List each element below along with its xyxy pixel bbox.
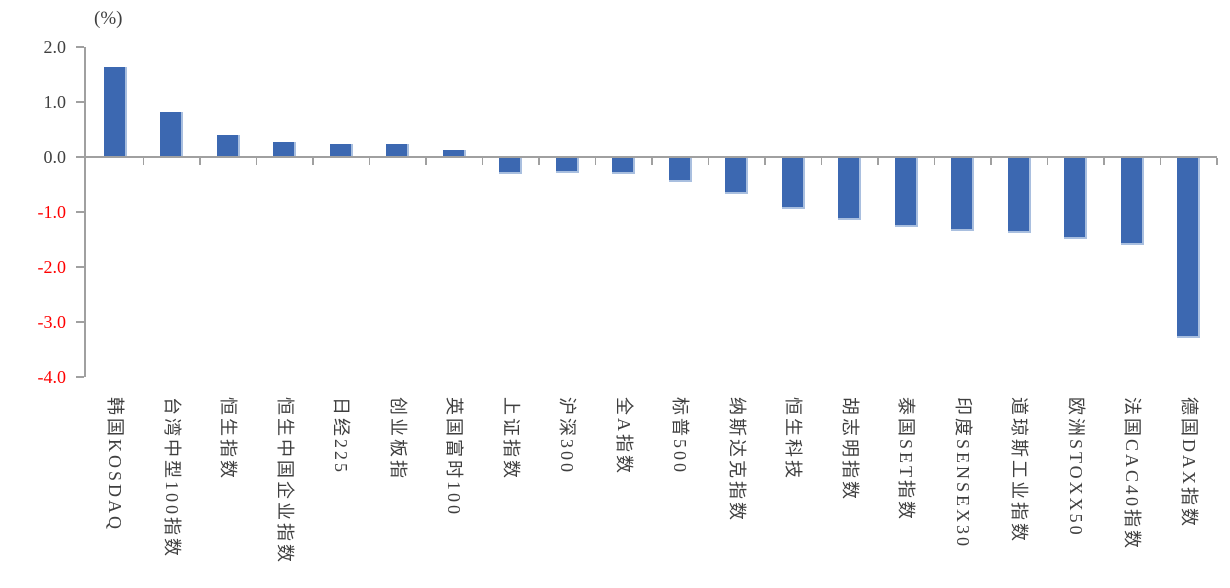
x-axis-tick — [481, 158, 483, 165]
bar-纳斯达克指数 — [725, 158, 749, 194]
x-category-label: 创业板指 — [387, 397, 408, 481]
x-category-label: 日经225 — [331, 397, 352, 475]
bar-胡志明指数 — [838, 158, 862, 220]
x-axis-tick — [368, 158, 370, 165]
x-category-label: 韩国KOSDAQ — [105, 397, 126, 533]
bar-恒生中国企业指数 — [273, 142, 297, 157]
x-category-label: 英国富时100 — [444, 397, 465, 517]
x-category-label: 上证指数 — [500, 397, 521, 481]
x-category-label: 纳斯达克指数 — [726, 397, 747, 523]
x-category-label: 胡志明指数 — [839, 397, 860, 502]
y-axis-tick — [75, 46, 84, 48]
x-axis-tick — [1046, 158, 1048, 165]
bar-泰国SET指数 — [894, 158, 918, 228]
x-category-label: 印度SENSEX30 — [952, 397, 973, 550]
x-axis-tick — [933, 158, 935, 165]
x-axis-tick — [199, 158, 201, 165]
bar-英国富时100 — [442, 149, 466, 157]
x-axis-tick — [1159, 158, 1161, 165]
x-axis-tick — [877, 158, 879, 165]
y-tick-label: -3.0 — [37, 312, 67, 332]
x-category-label: 标普500 — [670, 397, 691, 475]
bar-上证指数 — [499, 158, 523, 174]
y-tick-label: 0.0 — [43, 147, 67, 167]
y-axis-tick — [75, 266, 84, 268]
x-category-label: 法国CAC40指数 — [1122, 397, 1143, 552]
x-category-label: 泰国SET指数 — [896, 397, 917, 523]
y-axis-tick — [75, 321, 84, 323]
x-axis-tick — [255, 158, 257, 165]
x-category-label: 欧洲STOXX50 — [1065, 397, 1086, 538]
bar-恒生科技 — [781, 158, 805, 209]
y-axis-tick — [75, 156, 84, 158]
y-tick-label: -1.0 — [37, 202, 67, 222]
x-axis-tick — [538, 158, 540, 165]
bar-德国DAX指数 — [1177, 158, 1201, 339]
y-axis-unit-label: (%) — [94, 8, 123, 29]
bar-台湾中型100指数 — [160, 111, 184, 157]
bar-印度SENSEX30 — [951, 158, 975, 232]
y-axis-spine — [83, 47, 86, 377]
x-category-label: 恒生中国企业指数 — [274, 397, 295, 565]
bar-日经225 — [329, 143, 353, 157]
x-axis-tick — [651, 158, 653, 165]
bar-全A指数 — [612, 158, 636, 174]
bar-沪深300 — [555, 158, 579, 174]
bar-创业板指 — [386, 144, 410, 157]
x-category-label: 恒生指数 — [218, 397, 239, 481]
x-axis-tick — [764, 158, 766, 165]
bar-标普500 — [668, 158, 692, 183]
x-axis-line — [84, 156, 1217, 158]
bar-恒生指数 — [216, 135, 240, 157]
x-axis-tick — [142, 158, 144, 165]
y-tick-label: 2.0 — [43, 37, 67, 57]
x-axis-tick — [594, 158, 596, 165]
y-axis-tick — [75, 211, 84, 213]
bar-欧洲STOXX50 — [1064, 158, 1088, 240]
x-category-label: 全A指数 — [613, 397, 634, 476]
y-axis-tick — [75, 376, 84, 378]
x-axis-tick — [707, 158, 709, 165]
y-axis-tick — [75, 101, 84, 103]
y-tick-label: -2.0 — [37, 257, 67, 277]
x-axis-tick — [990, 158, 992, 165]
x-category-label: 恒生科技 — [783, 397, 804, 481]
x-axis-tick — [1103, 158, 1105, 165]
x-axis-tick — [425, 158, 427, 165]
x-category-label: 沪深300 — [557, 397, 578, 475]
x-axis-tick — [312, 158, 314, 165]
x-category-label: 台湾中型100指数 — [161, 397, 182, 559]
x-axis-tick — [820, 158, 822, 165]
y-tick-label: 1.0 — [43, 92, 67, 112]
x-axis-tick — [1216, 158, 1218, 165]
bar-韩国KOSDAQ — [103, 66, 127, 157]
y-tick-label: -4.0 — [37, 367, 67, 387]
x-category-label: 德国DAX指数 — [1178, 397, 1199, 529]
bar-法国CAC40指数 — [1120, 158, 1144, 245]
bar-道琼斯工业指数 — [1007, 158, 1031, 233]
x-category-label: 道琼斯工业指数 — [1009, 397, 1030, 544]
